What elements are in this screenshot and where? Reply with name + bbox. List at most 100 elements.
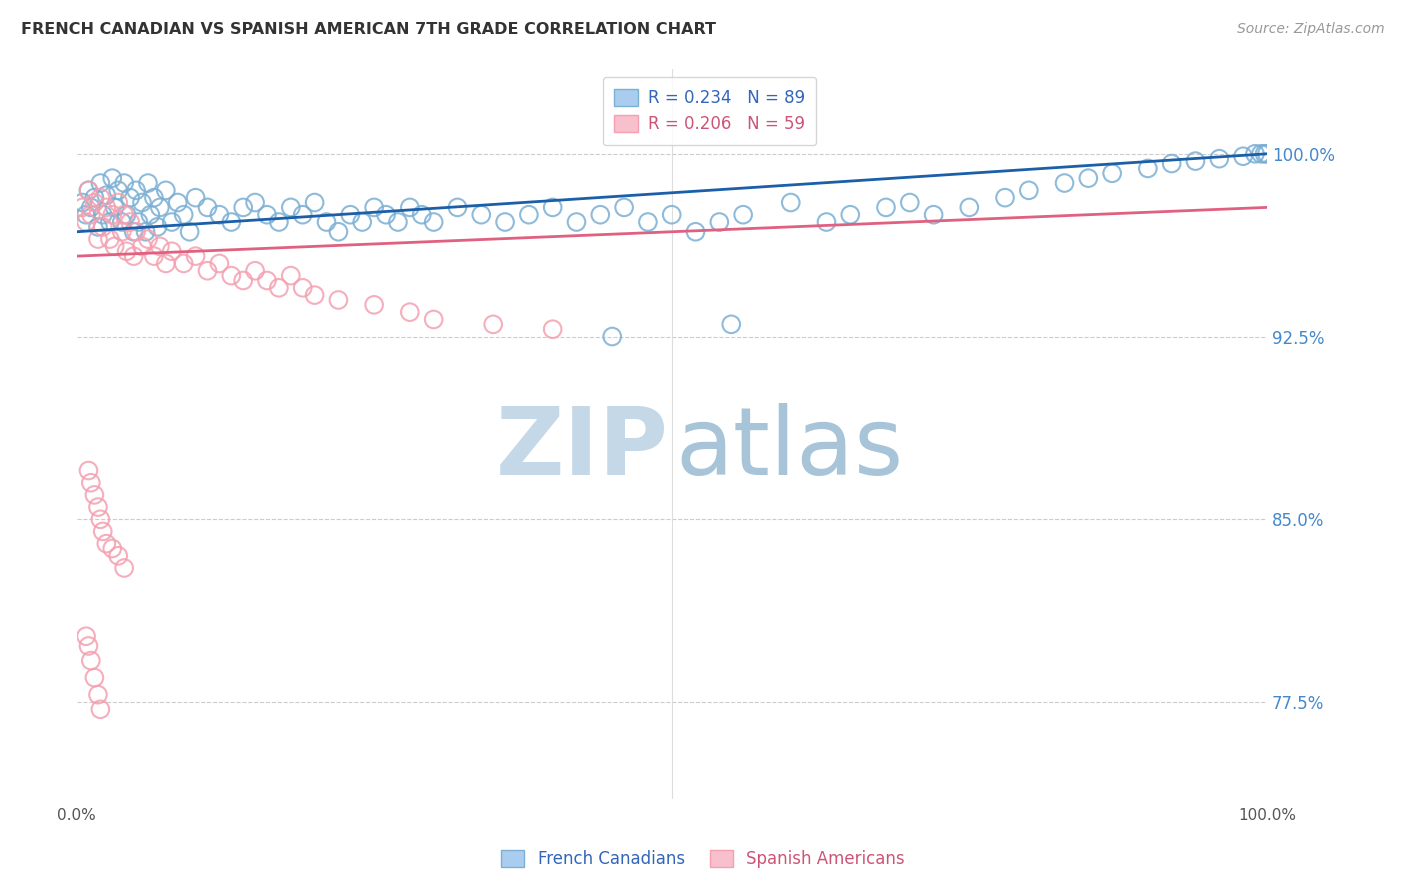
Point [422, 215, 444, 229]
Point [208, 208, 231, 222]
Point [101, 171, 124, 186]
Point [179, 225, 201, 239]
Point [328, 293, 350, 307]
Point [160, 215, 183, 229]
Point [155, 256, 177, 270]
Point [98, 215, 121, 229]
Point [1136, 161, 1159, 176]
Point [107, 183, 129, 197]
Point [77, 639, 100, 653]
Point [399, 305, 422, 319]
Point [375, 208, 398, 222]
Point [91, 208, 114, 222]
Point [197, 264, 219, 278]
Point [1101, 166, 1123, 180]
Legend: French Canadians, Spanish Americans: French Canadians, Spanish Americans [495, 843, 911, 875]
Point [1250, 146, 1272, 161]
Point [328, 225, 350, 239]
Point [243, 264, 266, 278]
Point [173, 256, 195, 270]
Point [83, 671, 105, 685]
Point [280, 268, 302, 283]
Point [839, 208, 862, 222]
Point [613, 201, 636, 215]
Point [898, 195, 921, 210]
Point [1244, 146, 1267, 161]
Point [112, 176, 135, 190]
Point [661, 208, 683, 222]
Point [107, 195, 129, 210]
Point [155, 183, 177, 197]
Point [115, 208, 138, 222]
Point [1053, 176, 1076, 190]
Point [77, 464, 100, 478]
Point [565, 215, 588, 229]
Point [280, 201, 302, 215]
Point [142, 249, 165, 263]
Point [160, 244, 183, 259]
Point [77, 183, 100, 197]
Point [101, 208, 124, 222]
Point [120, 191, 142, 205]
Point [363, 201, 385, 215]
Point [87, 219, 110, 234]
Point [304, 195, 326, 210]
Point [112, 208, 135, 222]
Point [125, 183, 148, 197]
Point [75, 629, 97, 643]
Point [352, 215, 374, 229]
Point [80, 654, 103, 668]
Point [136, 176, 159, 190]
Point [142, 191, 165, 205]
Point [363, 298, 385, 312]
Point [166, 195, 188, 210]
Point [107, 549, 129, 563]
Point [304, 288, 326, 302]
Point [89, 191, 111, 205]
Point [111, 215, 134, 229]
Point [600, 329, 623, 343]
Point [80, 208, 103, 222]
Point [256, 273, 278, 287]
Point [637, 215, 659, 229]
Point [89, 176, 111, 190]
Point [315, 215, 337, 229]
Point [122, 225, 145, 239]
Point [80, 201, 103, 215]
Point [87, 500, 110, 514]
Point [589, 208, 612, 222]
Point [470, 208, 492, 222]
Point [96, 188, 118, 202]
Point [111, 225, 134, 239]
Point [541, 201, 564, 215]
Point [517, 208, 540, 222]
Point [136, 232, 159, 246]
Point [120, 215, 142, 229]
Point [125, 225, 148, 239]
Point [221, 215, 243, 229]
Point [89, 702, 111, 716]
Text: ZIP: ZIP [495, 402, 668, 494]
Point [127, 215, 149, 229]
Point [232, 273, 254, 287]
Point [387, 215, 409, 229]
Point [339, 208, 361, 222]
Point [815, 215, 838, 229]
Point [875, 201, 897, 215]
Point [75, 208, 97, 222]
Point [122, 249, 145, 263]
Point [104, 201, 127, 215]
Point [1077, 171, 1099, 186]
Point [135, 225, 157, 239]
Point [1208, 152, 1230, 166]
Point [267, 215, 290, 229]
Point [256, 208, 278, 222]
Text: FRENCH CANADIAN VS SPANISH AMERICAN 7TH GRADE CORRELATION CHART: FRENCH CANADIAN VS SPANISH AMERICAN 7TH … [21, 22, 716, 37]
Point [685, 225, 707, 239]
Point [922, 208, 945, 222]
Point [139, 208, 162, 222]
Point [494, 215, 516, 229]
Point [80, 475, 103, 490]
Point [208, 256, 231, 270]
Text: Source: ZipAtlas.com: Source: ZipAtlas.com [1237, 22, 1385, 37]
